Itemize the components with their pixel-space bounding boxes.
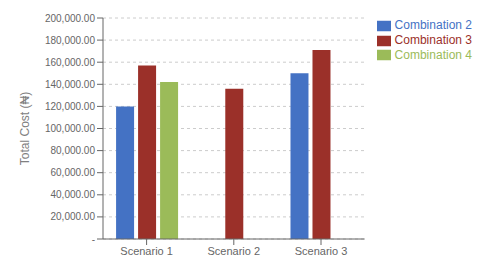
svg-text:20,000.00: 20,000.00 <box>51 211 96 222</box>
svg-text:60,000.00: 60,000.00 <box>51 167 96 178</box>
svg-text:40,000.00: 40,000.00 <box>51 189 96 200</box>
svg-text:80,000.00: 80,000.00 <box>51 145 96 156</box>
svg-text:140,000.00: 140,000.00 <box>45 79 95 90</box>
svg-text:180,000.00: 180,000.00 <box>45 35 95 46</box>
svg-text:160,000.00: 160,000.00 <box>45 57 95 68</box>
html-text:Combination 2: Combination 2 <box>394 18 472 32</box>
svg-text:100,000.00: 100,000.00 <box>45 123 95 134</box>
svg-text:Total Cost (₦): Total Cost (₦) <box>18 92 32 165</box>
html-text:Combination 4: Combination 4 <box>394 47 472 62</box>
svg-text:200,000.00: 200,000.00 <box>45 13 95 24</box>
svg-text:Scenario 1: Scenario 1 <box>120 245 173 257</box>
svg-text:120,000.00: 120,000.00 <box>45 101 95 112</box>
svg-text:-: - <box>92 234 95 245</box>
html-text:Combination 3: Combination 3 <box>394 32 472 47</box>
svg-text:Scenario 2: Scenario 2 <box>208 245 261 257</box>
svg-text:Scenario 3: Scenario 3 <box>295 245 348 257</box>
